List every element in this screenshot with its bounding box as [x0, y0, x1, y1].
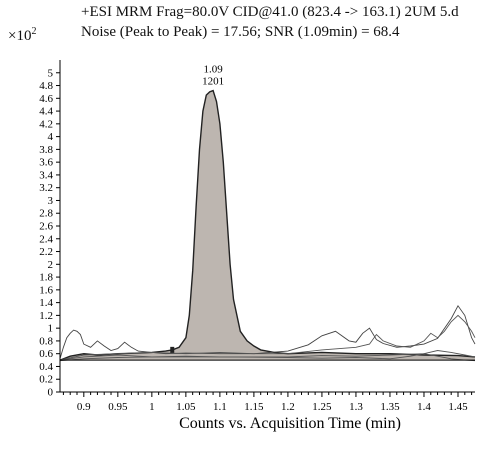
signal-peak-area	[60, 90, 475, 361]
y-tick-label: 2.4	[39, 233, 53, 245]
chart-title: +ESI MRM Frag=80.0V CID@41.0 (823.4 -> 1…	[81, 4, 459, 20]
x-tick-label: 0.95	[108, 401, 128, 413]
x-tick-label: 1.05	[176, 401, 196, 413]
signal-trace-line	[59, 89, 476, 361]
noise-trace-line-4	[59, 353, 476, 362]
y-tick-label: 0.2	[39, 374, 53, 386]
x-tick-label: 1.1	[213, 401, 227, 413]
x-tick-label: 0.9	[77, 401, 91, 413]
y-tick-label: 3.4	[39, 169, 53, 181]
y-tick-label: 5	[48, 67, 54, 79]
y-tick-label: 1.6	[39, 284, 53, 296]
x-tick-label: 1.25	[312, 401, 332, 413]
y-tick-label: 3.6	[39, 157, 53, 169]
x-tick-label: 1.2	[281, 401, 295, 413]
y-tick-label: 2	[48, 259, 54, 271]
y-tick-label: 4.2	[39, 118, 53, 130]
peak-height-label: 1201	[202, 76, 224, 88]
y-tick-label: 2.6	[39, 221, 53, 233]
y-tick-label: 3	[48, 195, 54, 207]
y-tick-label: 1.8	[39, 272, 53, 284]
axes-layer: 00.20.40.60.811.21.41.61.822.22.42.62.83…	[39, 60, 475, 413]
x-tick-label: 1.15	[244, 401, 264, 413]
x-tick-label: 1.3	[349, 401, 363, 413]
y-tick-label: 0.6	[39, 348, 53, 360]
y-tick-label: 0.8	[39, 335, 53, 347]
y-tick-label: 4.6	[39, 93, 53, 105]
y-tick-label: 1.2	[39, 310, 53, 322]
noise-trace-line-2	[59, 314, 476, 361]
y-tick-label: 1.4	[39, 297, 53, 309]
x-tick-label: 1.45	[448, 401, 468, 413]
chart-subtitle: Noise (Peak to Peak) = 17.56; SNR (1.09m…	[81, 24, 400, 40]
integration-marker	[170, 346, 175, 353]
x-tick-label: 1.35	[380, 401, 400, 413]
y-tick-label: 0.4	[39, 361, 53, 373]
y-tick-label: 2.2	[39, 246, 53, 258]
y-axis-multiplier: ×102	[8, 26, 37, 44]
y-tick-label: 2.8	[39, 208, 53, 220]
noise-trace-line-3	[59, 350, 476, 361]
noise-trace-line-1	[59, 304, 476, 359]
x-tick-label: 1.4	[417, 401, 431, 413]
y-tick-label: 0	[48, 387, 54, 399]
y-tick-label: 4.8	[39, 80, 53, 92]
peak-time-label: 1.09	[203, 64, 223, 76]
x-axis-label: Counts vs. Acquisition Time (min)	[179, 415, 401, 432]
y-tick-label: 3.2	[39, 182, 53, 194]
x-tick-label: 1	[149, 401, 155, 413]
y-tick-label: 3.8	[39, 144, 53, 156]
y-tick-label: 1	[48, 323, 54, 335]
y-tick-label: 4.4	[39, 106, 53, 118]
y-tick-label: 4	[48, 131, 54, 143]
